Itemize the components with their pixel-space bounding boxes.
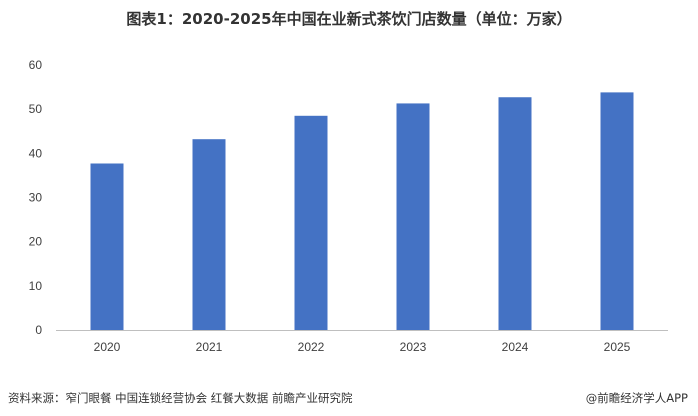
bar-2025: [600, 92, 634, 330]
x-axis: 2020 2021 2022 2023 2024 2025: [94, 340, 631, 354]
x-tick-label: 2023: [400, 340, 427, 354]
y-axis: 0 10 20 30 40 50 60: [29, 58, 43, 337]
x-tick-label: 2020: [94, 340, 121, 354]
brand-label: @前瞻经济学人APP: [585, 391, 688, 405]
y-tick-label: 0: [35, 323, 42, 337]
bar-2024: [498, 97, 532, 330]
y-tick-label: 40: [29, 146, 43, 160]
bar-chart: 0 10 20 30 40 50 60 2020 2021 2022 2023 2024 2025: [29, 58, 668, 354]
bar-2023: [396, 103, 430, 330]
x-tick-label: 2022: [298, 340, 325, 354]
bar-2022: [294, 115, 328, 331]
x-tick-label: 2021: [196, 340, 223, 354]
x-tick-label: 2024: [502, 340, 529, 354]
source-note: 资料来源：窄门眼餐 中国连锁经营协会 红餐大数据 前瞻产业研究院: [8, 391, 353, 405]
y-tick-label: 30: [29, 191, 43, 205]
bars-group: [90, 92, 634, 331]
bar-2021: [192, 139, 226, 330]
y-tick-label: 20: [29, 235, 43, 249]
y-tick-label: 60: [29, 58, 43, 72]
bar-2020: [90, 163, 124, 330]
y-tick-label: 50: [29, 102, 43, 116]
x-tick-label: 2025: [604, 340, 631, 354]
y-tick-label: 10: [29, 279, 43, 293]
chart-title: 图表1：2020-2025年中国在业新式茶饮门店数量（单位：万家）: [126, 10, 572, 28]
